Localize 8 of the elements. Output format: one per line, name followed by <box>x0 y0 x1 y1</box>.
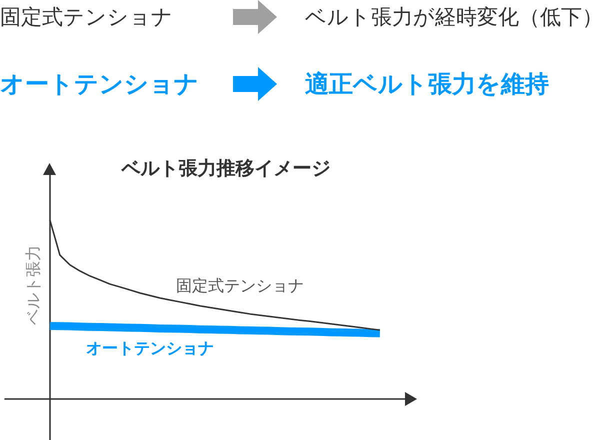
text: オートテンショナ <box>0 70 199 98</box>
y-axis-title: ベルト張力 <box>23 245 42 325</box>
chart-title: ベルト張力推移イメージ <box>120 158 330 180</box>
text: 適正ベルト張力を維持 <box>305 70 549 98</box>
text: 固定式テンショナ <box>0 4 173 28</box>
series-label: 固定式テンショナ <box>176 276 304 295</box>
text: ベルト張力が経時変化（低下） <box>305 4 600 28</box>
series-label: オートテンショナ <box>86 338 214 358</box>
